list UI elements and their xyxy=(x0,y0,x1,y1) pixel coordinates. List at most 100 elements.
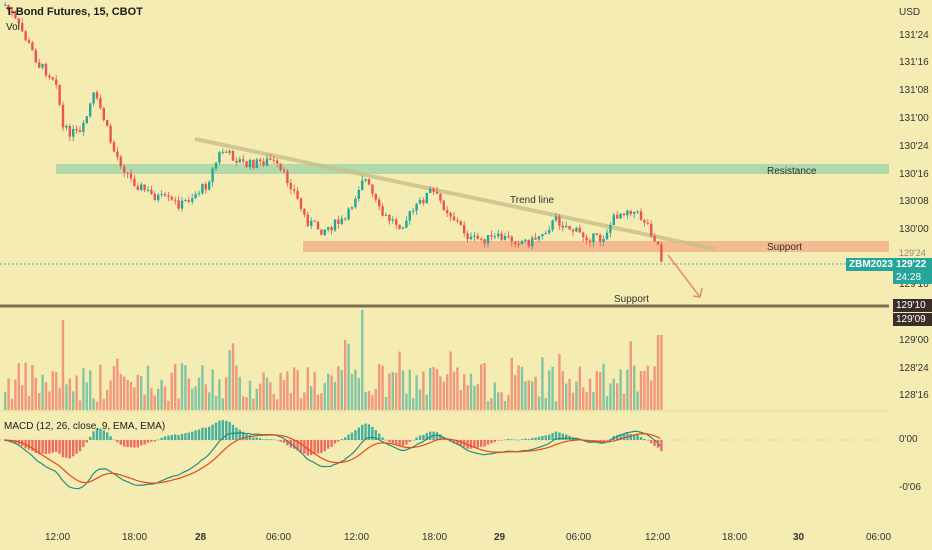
macd-histogram-bar xyxy=(490,440,493,444)
candle-body xyxy=(561,225,564,228)
macd-histogram-bar xyxy=(609,438,612,440)
volume-bar xyxy=(405,393,408,410)
macd-histogram-bar xyxy=(507,438,510,440)
candle-body xyxy=(72,129,75,137)
candle-body xyxy=(425,193,428,204)
candle-body xyxy=(170,197,173,200)
candle-body xyxy=(163,194,167,196)
volume-bar xyxy=(306,367,309,410)
candle-body xyxy=(282,169,286,172)
volume-bar xyxy=(633,365,636,410)
candle-body xyxy=(354,198,357,208)
projection-arrow[interactable] xyxy=(667,254,703,298)
macd-histogram-bar xyxy=(68,440,71,459)
candle-body xyxy=(303,208,306,215)
volume-bars xyxy=(4,310,663,410)
volume-bar xyxy=(163,386,167,410)
support-price-tag[interactable]: 129'09 xyxy=(893,313,932,326)
volume-bar xyxy=(551,366,554,410)
candle-body xyxy=(126,172,129,174)
macd-histogram-bar xyxy=(133,440,136,448)
macd-histogram-bar xyxy=(405,440,408,445)
candle-body xyxy=(571,229,575,232)
volume-bar xyxy=(585,391,588,410)
volume-bar xyxy=(340,370,343,410)
candle-body xyxy=(534,237,537,240)
trend-line[interactable] xyxy=(194,137,716,251)
macd-histogram-bar xyxy=(354,430,357,440)
macd-histogram-bar xyxy=(473,440,476,449)
macd-histogram-bar xyxy=(337,440,340,442)
support-zone[interactable] xyxy=(303,241,889,252)
candle-body xyxy=(102,108,105,121)
volume-bar xyxy=(327,373,330,410)
candle-body xyxy=(367,179,371,185)
volume-bar xyxy=(503,400,507,410)
support-price-tag[interactable]: 129'10 xyxy=(893,299,932,312)
macd-histogram-bar xyxy=(41,440,44,454)
candle-body xyxy=(350,207,354,209)
candle-body xyxy=(395,219,398,225)
volume-bar xyxy=(588,378,592,410)
candle-body xyxy=(177,200,180,209)
candle-body xyxy=(500,233,503,240)
volume-bar xyxy=(41,374,44,410)
candle-body xyxy=(405,220,408,228)
candle-body xyxy=(466,233,469,240)
macd-histogram-bar xyxy=(391,440,394,444)
volume-bar xyxy=(106,389,109,410)
macd-histogram-bar xyxy=(384,439,388,441)
volume-bar xyxy=(391,371,394,410)
volume-bar xyxy=(636,391,639,410)
volume-bar xyxy=(218,379,221,410)
current-price-tag[interactable]: 129'22 xyxy=(893,258,932,271)
candle-body xyxy=(10,10,14,14)
candle-body xyxy=(480,238,483,240)
macd-histogram-bar xyxy=(361,424,364,440)
currency-label: USD xyxy=(899,7,921,18)
macd-histogram-bar xyxy=(48,440,51,454)
candle-body xyxy=(262,161,265,166)
volume-bar xyxy=(537,396,541,410)
resistance-zone[interactable] xyxy=(56,164,889,174)
macd-histogram-bar xyxy=(469,440,473,449)
candle-body xyxy=(442,200,445,210)
volume-bar xyxy=(429,367,432,410)
macd-histogram-bar xyxy=(89,436,92,440)
volume-bar xyxy=(320,392,323,410)
candle-body xyxy=(344,218,347,220)
candle-body xyxy=(174,199,177,201)
macd-histogram-bar xyxy=(126,440,129,447)
candle-body xyxy=(452,216,456,221)
candle-body xyxy=(439,193,442,201)
macd-histogram-bar xyxy=(459,440,462,446)
macd-histogram-bar xyxy=(395,440,398,445)
macd-histogram-bar xyxy=(82,440,85,448)
candle-body xyxy=(595,233,598,235)
macd-histogram-bar xyxy=(157,439,160,441)
macd-histogram-bar xyxy=(616,435,619,440)
time-tick: 12:00 xyxy=(344,532,370,543)
volume-bar xyxy=(10,398,14,410)
volume-bar xyxy=(252,398,255,410)
candle-body xyxy=(527,239,530,247)
macd-histogram-bar xyxy=(320,440,323,454)
volume-bar xyxy=(629,341,632,410)
candle-body xyxy=(643,219,646,223)
volume-bar xyxy=(347,343,350,410)
candle-body xyxy=(503,236,507,240)
macd-histogram-bar xyxy=(418,435,422,440)
candle-body xyxy=(605,232,609,240)
candle-body xyxy=(276,160,279,164)
volume-bar xyxy=(24,362,27,410)
volume-bar xyxy=(61,320,65,410)
macd-histogram-bar xyxy=(548,434,551,440)
volume-bar xyxy=(157,388,160,410)
symbol-tag[interactable]: ZBM2023 xyxy=(846,258,896,271)
macd-indicator-label[interactable]: MACD (12, 26, close, 9, EMA, EMA) xyxy=(4,421,166,432)
macd-histogram-bar xyxy=(646,440,649,441)
volume-bar xyxy=(109,380,112,410)
volume-bar xyxy=(527,380,530,410)
volume-bar xyxy=(524,381,527,410)
